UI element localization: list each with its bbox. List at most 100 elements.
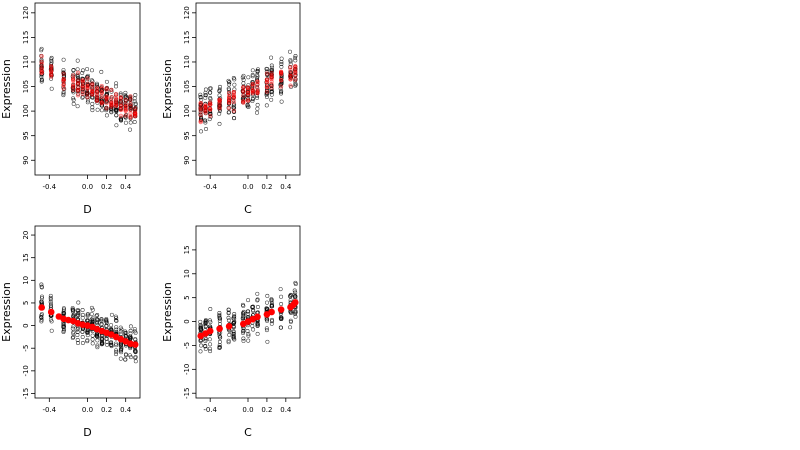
observed-point [264,82,269,87]
y-tick-label: 10 [183,269,191,278]
fitted-point [254,313,261,321]
fitted-point [269,75,274,80]
observed-point [49,86,54,91]
fitted-point [288,65,293,70]
observed-point [293,83,298,88]
observed-point [40,294,44,299]
y-tick-label: 120 [22,6,30,19]
observed-point [114,327,119,332]
observed-point [255,95,260,100]
y-tick-label: -10 [22,365,30,376]
observed-point [198,92,203,97]
observed-point [114,343,119,348]
observed-point [251,327,256,332]
y-tick-label: 95 [22,131,30,140]
observed-point [255,291,260,296]
observed-point [132,96,137,101]
observed-point [89,317,94,322]
observed-point [265,293,270,298]
observed-point [123,334,128,338]
y-tick-label: 90 [183,156,191,165]
fitted-point [278,84,284,89]
fitted-point [47,308,55,316]
observed-point [80,315,85,320]
observed-point [245,311,250,316]
observed-point [95,334,100,339]
observed-point [81,77,86,81]
observed-point [226,340,231,345]
observed-point [232,82,237,87]
observed-point [217,343,222,348]
observed-point [278,315,283,319]
observed-point [119,346,124,351]
x-axis-label: D [83,426,91,439]
fitted-point [208,102,213,107]
observed-point [293,282,298,286]
y-tick-label: 100 [183,104,191,117]
fitted-point [49,71,54,77]
observed-point [90,307,95,312]
observed-point [279,315,284,320]
x-axis-label: C [244,426,252,439]
fitted-point [203,110,208,115]
observed-point [104,89,109,94]
fitted-point [99,95,104,100]
fitted-point [123,113,128,118]
y-tick-label: 110 [183,55,191,68]
observed-point [232,334,236,339]
observed-point [124,113,129,117]
observed-point [269,68,274,73]
observed-point [95,321,100,326]
observed-point [217,346,222,350]
observed-point [39,48,44,53]
observed-point [95,343,100,348]
observed-point [246,338,251,343]
observed-point [119,116,124,121]
observed-point [264,103,269,108]
y-tick-label: 10 [22,276,30,285]
observed-point [264,95,269,99]
fitted-point [80,79,85,85]
observed-point [265,317,270,322]
fitted-point [71,77,76,83]
observed-point [95,97,100,102]
y-tick-label: 115 [183,31,191,44]
observed-point [246,298,251,303]
observed-point [264,69,269,74]
observed-point [269,89,274,94]
observed-point [293,58,298,63]
y-tick-label: 95 [183,131,191,140]
fitted-point [118,113,124,118]
fitted-point [85,95,90,100]
observed-point [203,102,208,106]
observed-point [99,98,104,103]
observed-point [49,302,54,307]
fitted-point [61,77,66,82]
observed-point [132,120,137,124]
observed-point [245,95,250,100]
fitted-point [131,341,139,348]
observed-point [292,288,297,293]
fitted-point [128,107,133,113]
observed-point [269,92,274,97]
fitted-point [71,84,76,89]
y-tick-label: 105 [22,80,30,93]
fitted-point [250,82,255,87]
observed-point [61,309,66,314]
fitted-point [113,91,119,97]
fitted-point [264,77,270,82]
observed-point [288,62,293,67]
y-tick-label: 90 [22,156,30,165]
fitted-point [241,85,246,90]
fitted-point [255,91,260,96]
observed-point [245,102,250,107]
observed-point [265,339,270,344]
observed-point [118,348,123,353]
observed-point [75,327,80,332]
observed-point [265,300,269,305]
observed-point [133,359,138,364]
observed-point [39,284,44,289]
observed-point [104,323,109,328]
y-tick-label: 105 [183,80,191,93]
fitted-point [118,100,124,105]
